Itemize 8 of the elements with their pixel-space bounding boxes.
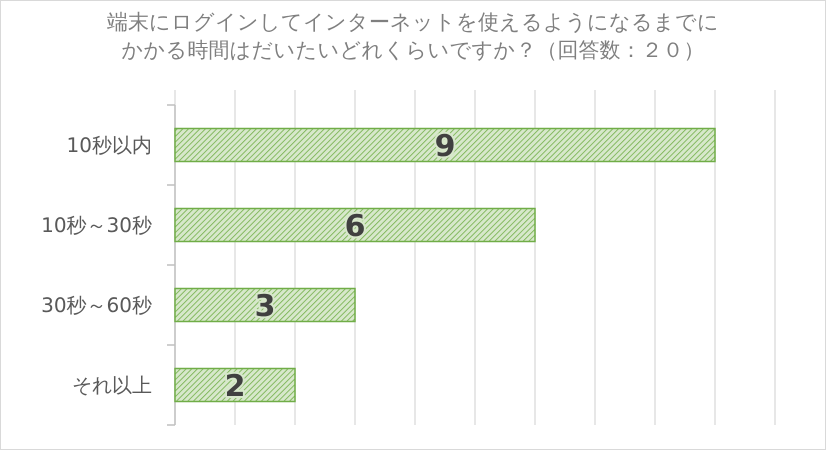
y-tick-label: それ以上 bbox=[72, 373, 152, 397]
y-tick-label: 10秒～30秒 bbox=[41, 213, 152, 237]
bar bbox=[174, 128, 716, 162]
chart-title: 端末にログインしてインターネットを使えるようになるまでにかかる時間はだいたいどれくらいですか？（回答数：２０） bbox=[106, 9, 720, 64]
bar bbox=[174, 288, 356, 322]
y-tick-label: 30秒～60秒 bbox=[41, 293, 152, 317]
y-tick-label: 10秒以内 bbox=[66, 133, 152, 157]
bar bbox=[174, 208, 536, 242]
